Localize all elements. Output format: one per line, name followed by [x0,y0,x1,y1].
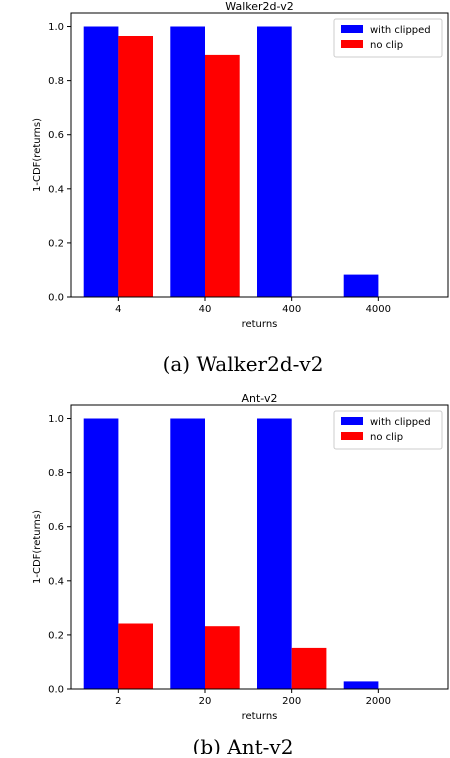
legend-label: no clip [370,40,403,51]
y-tick-label: 0.8 [48,468,64,479]
bar-no-clip-20 [205,626,240,689]
x-axis-label: returns [242,319,278,330]
x-tick-label: 2 [115,696,121,707]
legend-swatch-no-clip [341,432,363,440]
y-tick-label: 0.8 [48,76,64,87]
y-tick-label: 0.4 [48,576,64,587]
bar-with-clipped-200 [257,418,292,689]
x-tick-label: 400 [282,304,301,315]
y-tick-label: 1.0 [48,414,64,425]
x-tick-label: 20 [199,696,212,707]
y-axis-label: 1-CDF(returns) [32,510,43,584]
caption-walker2d: (a) Walker2d-v2 [163,352,324,376]
x-tick-label: 4000 [366,304,391,315]
y-tick-label: 0.2 [48,630,64,641]
y-tick-label: 0.6 [48,522,64,533]
bar-no-clip-200 [291,647,327,689]
plot-frame [70,404,449,690]
legend-label: with clipped [370,417,431,428]
y-tick-label: 1.0 [48,22,64,33]
y-tick-label: 0.0 [48,685,64,696]
caption-ant: (b) Ant-v2 [193,735,294,754]
x-axis-label: returns [242,711,278,722]
x-tick-label: 2000 [366,696,391,707]
x-tick-label: 40 [199,304,212,315]
legend-label: no clip [370,432,403,443]
legend-swatch-with-clipped [341,417,363,425]
bar-with-clipped-2000 [343,681,379,689]
legend-swatch-no-clip [341,40,363,48]
bar-with-clipped-4 [83,26,119,297]
bar-with-clipped-400 [257,26,292,297]
bar-no-clip-40 [205,54,240,298]
y-tick-label: 0.6 [48,130,64,141]
bar-no-clip-4 [118,36,153,297]
bar-no-clip-2 [118,623,153,689]
y-tick-label: 0.2 [48,238,64,249]
chart-title: Ant-v2 [242,392,278,405]
bar-with-clipped-20 [170,418,205,689]
bar-with-clipped-40 [170,26,205,297]
legend-swatch-with-clipped [341,25,363,33]
legend-label: with clipped [370,25,431,36]
bar-with-clipped-2 [83,418,119,689]
bar-with-clipped-4000 [343,274,379,297]
chart-title: Walker2d-v2 [225,0,293,13]
y-axis-label: 1-CDF(returns) [32,118,43,192]
plot-frame [70,12,449,298]
y-tick-label: 0.0 [48,293,64,304]
x-tick-label: 4 [115,304,121,315]
x-tick-label: 200 [282,696,301,707]
y-tick-label: 0.4 [48,184,64,195]
